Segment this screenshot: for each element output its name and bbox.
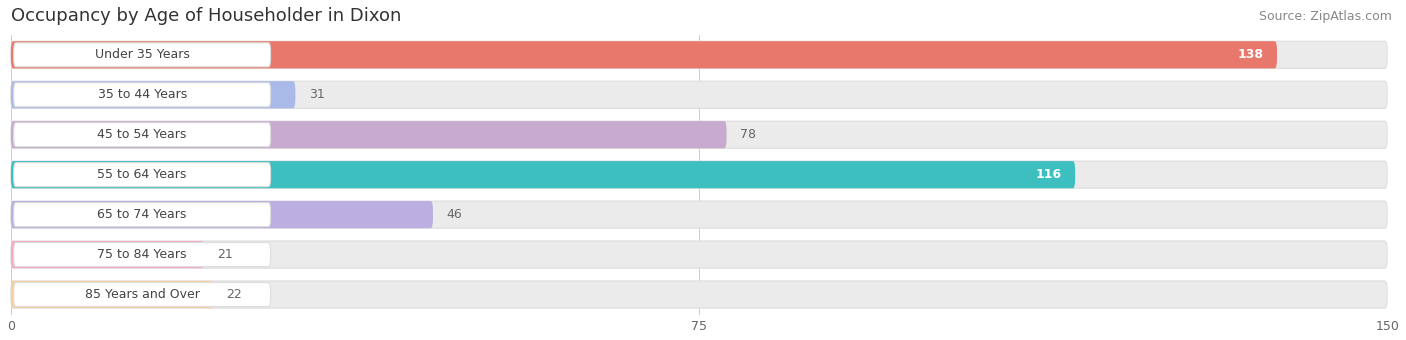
FancyBboxPatch shape [11, 121, 727, 148]
FancyBboxPatch shape [11, 161, 1388, 188]
FancyBboxPatch shape [14, 123, 270, 147]
Text: 78: 78 [741, 128, 756, 141]
FancyBboxPatch shape [14, 242, 270, 267]
FancyBboxPatch shape [14, 203, 270, 226]
Text: 46: 46 [447, 208, 463, 221]
Text: Under 35 Years: Under 35 Years [94, 48, 190, 61]
Text: 45 to 54 Years: 45 to 54 Years [97, 128, 187, 141]
Text: Source: ZipAtlas.com: Source: ZipAtlas.com [1258, 10, 1392, 23]
Text: 85 Years and Over: 85 Years and Over [84, 288, 200, 301]
FancyBboxPatch shape [11, 201, 433, 228]
FancyBboxPatch shape [11, 281, 212, 308]
FancyBboxPatch shape [11, 161, 1076, 188]
FancyBboxPatch shape [11, 201, 1388, 228]
Text: 35 to 44 Years: 35 to 44 Years [97, 88, 187, 101]
Text: 65 to 74 Years: 65 to 74 Years [97, 208, 187, 221]
FancyBboxPatch shape [14, 283, 270, 306]
Text: 116: 116 [1035, 168, 1062, 181]
FancyBboxPatch shape [11, 41, 1277, 68]
FancyBboxPatch shape [11, 121, 1388, 148]
Text: 75 to 84 Years: 75 to 84 Years [97, 248, 187, 261]
Text: Occupancy by Age of Householder in Dixon: Occupancy by Age of Householder in Dixon [11, 7, 401, 25]
FancyBboxPatch shape [11, 41, 1388, 68]
Text: 31: 31 [309, 88, 325, 101]
FancyBboxPatch shape [11, 241, 204, 268]
FancyBboxPatch shape [11, 81, 295, 108]
Text: 22: 22 [226, 288, 242, 301]
FancyBboxPatch shape [11, 241, 1388, 268]
Text: 55 to 64 Years: 55 to 64 Years [97, 168, 187, 181]
FancyBboxPatch shape [14, 43, 270, 67]
Text: 138: 138 [1237, 48, 1263, 61]
FancyBboxPatch shape [14, 83, 270, 107]
FancyBboxPatch shape [11, 281, 1388, 308]
Text: 21: 21 [218, 248, 233, 261]
FancyBboxPatch shape [11, 81, 1388, 108]
FancyBboxPatch shape [14, 163, 270, 187]
